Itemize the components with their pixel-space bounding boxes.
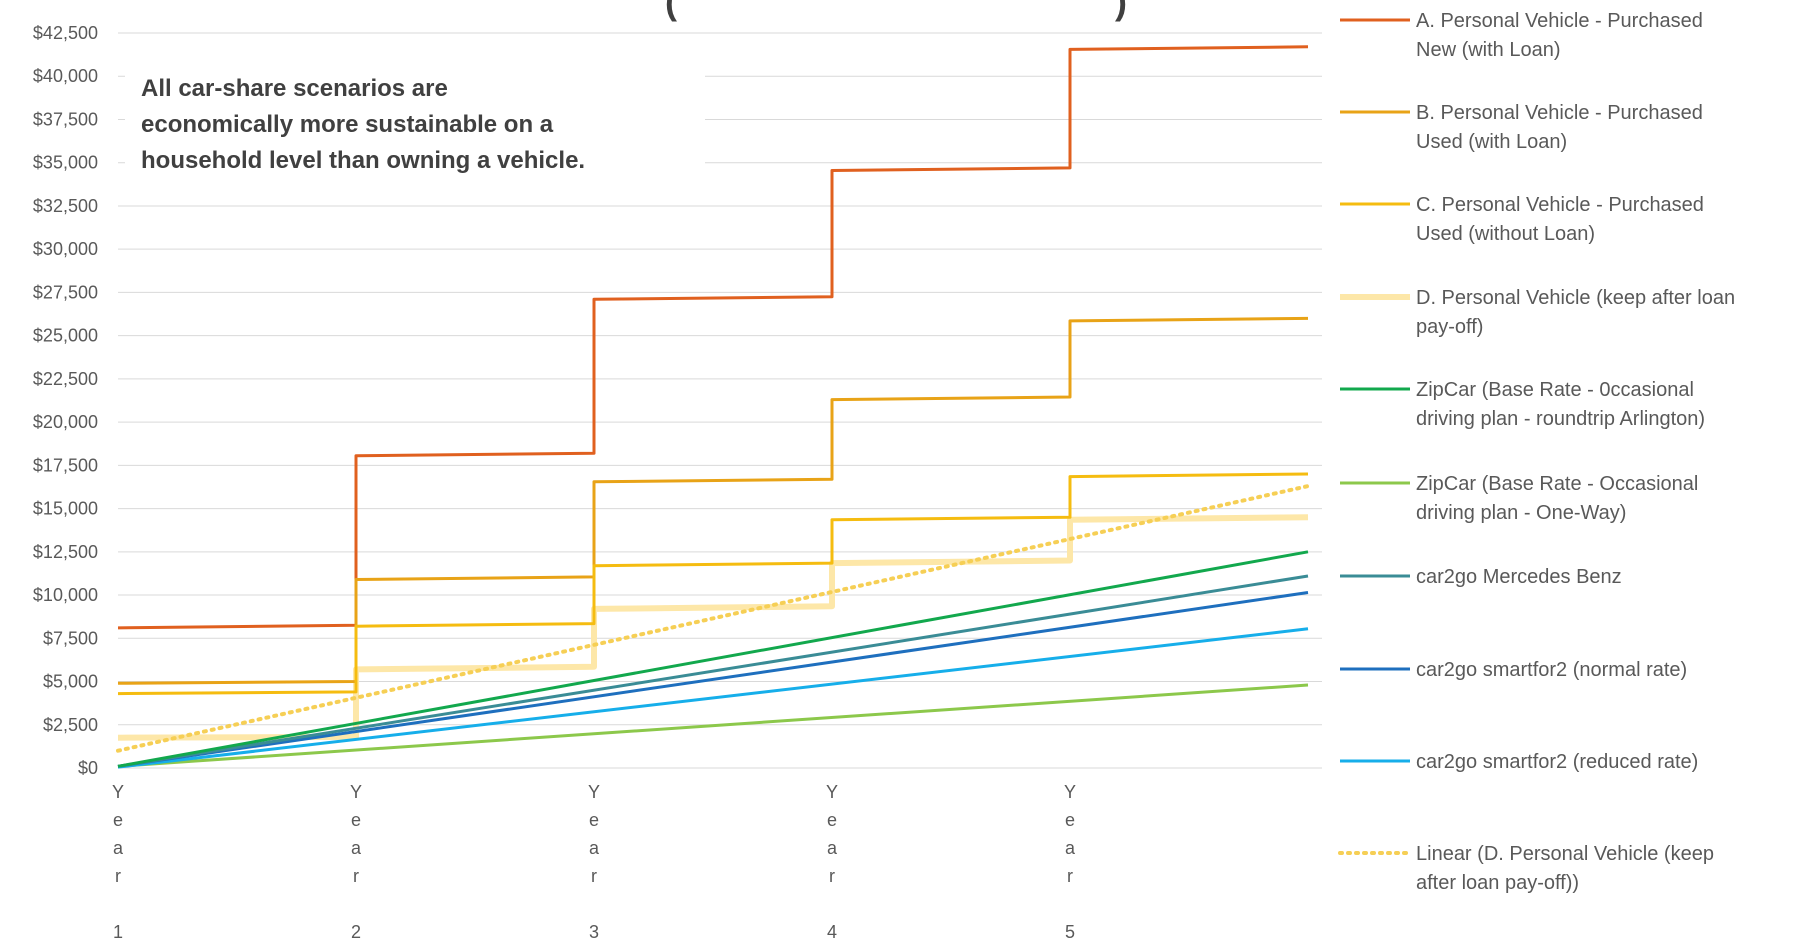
y-tick-label: $37,500 [33, 109, 98, 129]
legend-label: car2go smartfor2 (reduced rate) [1416, 751, 1698, 773]
legend-label: D. Personal Vehicle (keep after loan pay-… [1416, 287, 1735, 338]
y-tick-label: $40,000 [33, 66, 98, 86]
y-tick-label: $15,000 [33, 499, 98, 519]
legend-label: Linear (D. Personal Vehicle (keep after l… [1416, 843, 1714, 894]
series-line [117, 683, 1309, 768]
legend-label: ZipCar (Base Rate - 0ccasional driving pl… [1416, 379, 1705, 430]
x-tick-char: e [589, 810, 599, 830]
legend-label: B. Personal Vehicle - Purchased Used (wit… [1416, 102, 1703, 153]
annotation-line: household level than owning a vehicle. [141, 147, 585, 174]
legend-item: ZipCar (Base Rate - 0ccasional driving pl… [1340, 379, 1705, 430]
legend-item: Linear (D. Personal Vehicle (keep after l… [1338, 843, 1714, 894]
x-tick-char: 5 [1065, 922, 1075, 940]
legend-item: D. Personal Vehicle (keep after loan pay-… [1340, 287, 1735, 338]
y-tick-label: $17,500 [33, 455, 98, 475]
y-tick-label: $10,000 [33, 585, 98, 605]
series-line [117, 627, 1309, 769]
annotation-background [125, 66, 705, 174]
x-tick-char: 2 [351, 922, 361, 940]
x-tick-char: 1 [113, 922, 123, 940]
x-tick-char: r [115, 866, 121, 886]
y-tick-label: $27,500 [33, 282, 98, 302]
legend-label: A. Personal Vehicle - Purchased New (with… [1416, 10, 1703, 61]
series-lines [116, 45, 1310, 769]
x-tick-char: r [829, 866, 835, 886]
x-tick-char: e [351, 810, 361, 830]
x-tick-char: 3 [589, 922, 599, 940]
y-tick-label: $42,500 [33, 23, 98, 43]
legend-item: A. Personal Vehicle - Purchased New (with… [1340, 10, 1703, 61]
annotation-line: economically more sustainable on a [141, 111, 554, 138]
series-line [117, 574, 1309, 768]
gridlines [118, 32, 1322, 769]
y-tick-label: $2,500 [43, 715, 98, 735]
y-tick-label: $5,000 [43, 672, 98, 692]
series-line [117, 591, 1309, 768]
legend-item: C. Personal Vehicle - Purchased Used (wit… [1340, 194, 1704, 245]
annotation: All car-share scenarios are economically … [125, 66, 705, 174]
y-tick-label: $30,000 [33, 239, 98, 259]
x-tick-char: r [591, 866, 597, 886]
series-line [116, 484, 1310, 753]
x-tick-char: 4 [827, 922, 837, 940]
chart-title: ( ) [665, 0, 1127, 22]
chart-title-close: ) [1115, 0, 1127, 22]
chart-title-open: ( [665, 0, 677, 22]
y-tick-label: $0 [78, 758, 98, 778]
legend-item: car2go smartfor2 (reduced rate) [1340, 751, 1698, 773]
legend-item: ZipCar (Base Rate - Occasional driving pl… [1340, 473, 1698, 524]
y-tick-label: $25,000 [33, 326, 98, 346]
x-tick-char: r [353, 866, 359, 886]
x-tick-char: Y [350, 782, 362, 802]
y-tick-label: $32,500 [33, 196, 98, 216]
legend-label: car2go Mercedes Benz [1416, 566, 1622, 588]
legend-item: car2go Mercedes Benz [1340, 566, 1622, 588]
series-line [117, 550, 1309, 768]
y-tick-label: $22,500 [33, 369, 98, 389]
legend-label: C. Personal Vehicle - Purchased Used (wit… [1416, 194, 1704, 245]
x-tick-char: Y [1064, 782, 1076, 802]
x-tick-char: e [1065, 810, 1075, 830]
x-tick-char: e [827, 810, 837, 830]
legend-label: car2go smartfor2 (normal rate) [1416, 659, 1687, 681]
y-axis-tick-labels: $0 $2,500 $5,000 $7,500 $10,000 $12,500 $15,00… [33, 23, 98, 778]
x-tick-char: a [1065, 838, 1076, 858]
x-tick-char: e [113, 810, 123, 830]
y-tick-label: $12,500 [33, 542, 98, 562]
x-tick-char: Y [112, 782, 124, 802]
series-line [117, 472, 1309, 696]
annotation-line: All car-share scenarios are [141, 75, 448, 102]
x-tick-char: r [1067, 866, 1073, 886]
x-tick-char: a [113, 838, 124, 858]
legend: A. Personal Vehicle - Purchased New (with… [1338, 10, 1735, 894]
x-tick-char: a [827, 838, 838, 858]
x-tick-char: Y [588, 782, 600, 802]
series-line [117, 316, 1309, 685]
legend-label: ZipCar (Base Rate - Occasional driving pl… [1416, 473, 1698, 524]
legend-item: B. Personal Vehicle - Purchased Used (wit… [1340, 102, 1703, 153]
y-tick-label: $7,500 [43, 628, 98, 648]
legend-item: car2go smartfor2 (normal rate) [1340, 659, 1687, 681]
series-line [117, 45, 1309, 630]
y-tick-label: $20,000 [33, 412, 98, 432]
y-tick-label: $35,000 [33, 153, 98, 173]
x-tick-char: a [589, 838, 600, 858]
x-tick-char: Y [826, 782, 838, 802]
x-tick-char: a [351, 838, 362, 858]
